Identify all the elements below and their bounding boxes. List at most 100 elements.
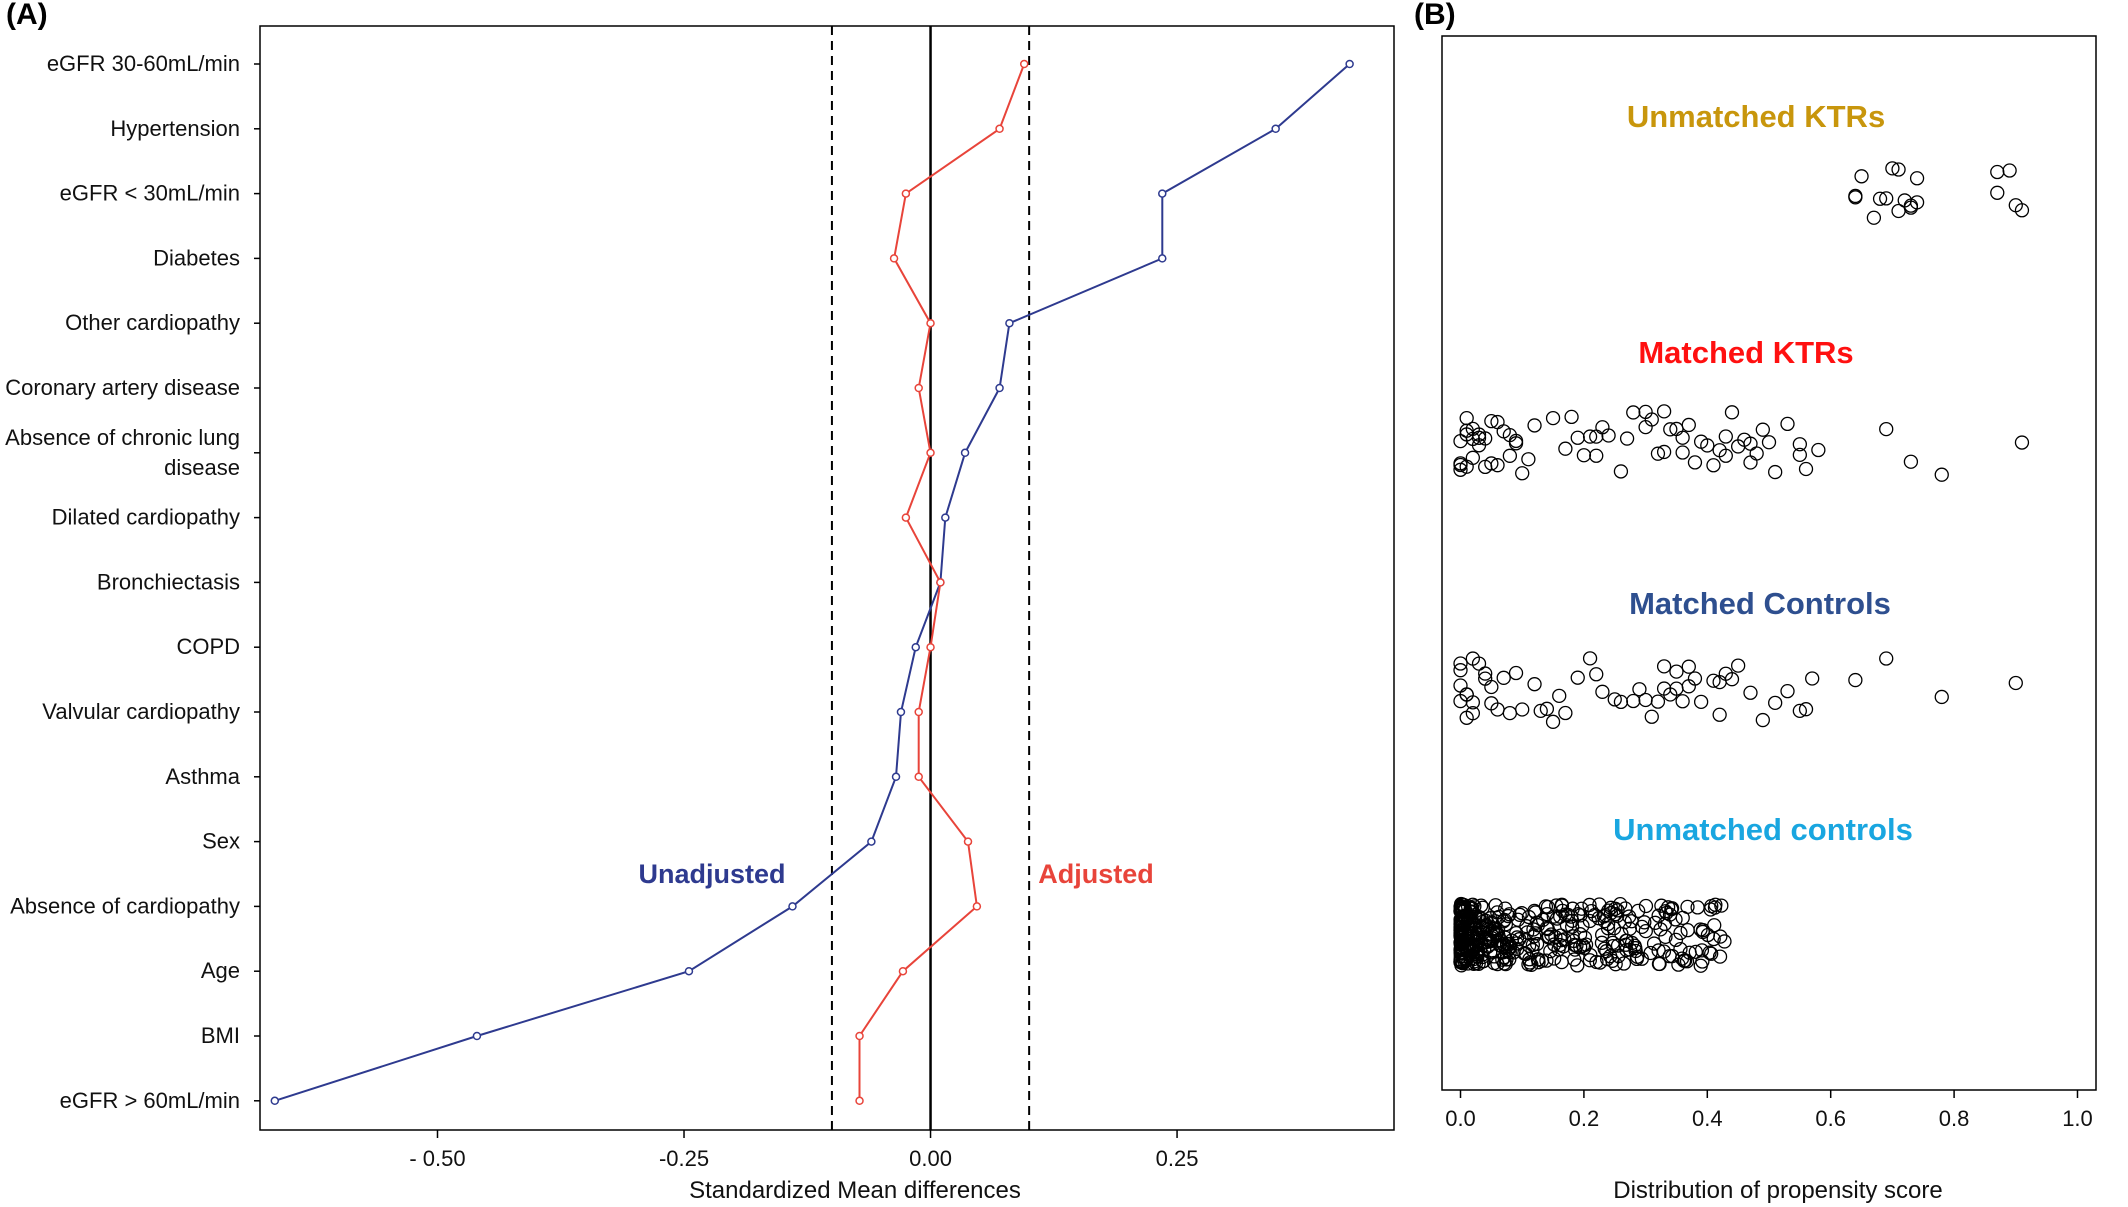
unmatched_controls-point — [1488, 914, 1503, 929]
unadjusted-point — [995, 383, 1004, 393]
matched_controls-point — [1478, 666, 1493, 681]
panel-a: (A) eGFR 30-60mL/min Hypertension eGFR < 3… — [5, 0, 1395, 1204]
row-label: Coronary artery disease — [5, 375, 240, 400]
matched_ktrs-point — [1768, 464, 1783, 480]
unmatched_controls-point — [1471, 909, 1487, 925]
unmatched_controls-point — [1630, 949, 1645, 964]
unmatched_controls-point — [1454, 955, 1470, 970]
matched_ktrs-point — [1459, 423, 1474, 438]
unmatched_controls-point — [1464, 925, 1480, 940]
unmatched_controls-point — [1553, 909, 1568, 924]
matched_controls-point — [1798, 702, 1814, 717]
matched_ktrs-point — [1792, 447, 1807, 463]
matched_controls-point — [1656, 659, 1672, 674]
panel-a-row-ticks — [254, 63, 260, 1102]
unmatched_controls-point — [1638, 898, 1654, 914]
adjusted-point — [855, 1096, 864, 1106]
matched_ktrs-point — [1755, 422, 1770, 437]
matched_ktrs-point — [1798, 461, 1814, 477]
unmatched_controls-point — [1638, 923, 1653, 939]
matched_controls-point — [1632, 682, 1647, 697]
unadjusted-point — [1005, 318, 1014, 328]
unmatched_controls-point — [1627, 938, 1642, 953]
matched_ktrs-point — [1675, 430, 1690, 445]
unmatched_controls-point — [1646, 936, 1662, 951]
matched_controls-point — [1669, 664, 1684, 679]
matched_ktrs-point — [1934, 467, 1949, 482]
unmatched_controls-point — [1673, 925, 1688, 941]
unmatched_controls-point — [1714, 898, 1729, 913]
unmatched_ktrs-point — [1848, 188, 1863, 204]
row-label: Bronchiectasis — [97, 569, 240, 594]
adjusted-series-label: Adjusted — [1038, 859, 1154, 889]
unmatched_controls-point — [1554, 897, 1570, 912]
unmatched_controls-point — [1679, 954, 1695, 969]
unmatched_controls-point — [1453, 919, 1468, 935]
row-label: COPD — [176, 634, 240, 659]
unmatched_controls-point — [1535, 912, 1551, 927]
matched_ktrs-point — [1650, 446, 1666, 461]
unmatched_controls-point — [1693, 922, 1708, 937]
unmatched_controls-point — [1582, 897, 1597, 913]
matched_ktrs-point — [1656, 404, 1672, 419]
matched_controls-point — [1669, 681, 1684, 696]
row-label: Age — [201, 958, 240, 983]
unmatched_controls-point — [1491, 909, 1507, 925]
unmatched_controls-point — [1704, 946, 1719, 961]
unmatched_controls-point — [1506, 945, 1521, 960]
x-tick-label: 1.0 — [2062, 1106, 2093, 1131]
row-label: Absence of chronic lung — [5, 425, 240, 450]
x-tick-label: 0.4 — [1692, 1106, 1723, 1131]
matched_controls-point — [1533, 703, 1548, 719]
panel-a-frame — [259, 25, 1395, 1131]
unmatched_controls-point — [1582, 953, 1597, 968]
unadjusted-point — [684, 966, 694, 976]
matched_controls-point — [1459, 710, 1474, 725]
panel-b-x-ticks: 0.0 0.2 0.4 0.6 0.8 1.0 — [1445, 1090, 2093, 1131]
matched_ktrs-point — [1656, 444, 1672, 460]
matched_controls-point — [1731, 658, 1746, 673]
unmatched_controls-point — [1534, 953, 1550, 968]
matched_controls-point — [1570, 670, 1585, 685]
unmatched_controls-point — [1565, 901, 1580, 916]
unmatched_ktrs-point — [1872, 191, 1888, 206]
panel-a-x-ticks: - 0.50 -0.25 0.00 0.25 — [409, 1130, 1198, 1171]
panel-b-points — [1453, 161, 2030, 973]
unmatched_controls-point — [1664, 902, 1679, 917]
unmatched_controls-point — [1463, 901, 1478, 916]
unmatched_controls-point — [1690, 900, 1705, 915]
unadjusted-point — [941, 513, 950, 522]
matched_controls-point — [1743, 685, 1758, 700]
row-label: Valvular cardiopathy — [42, 699, 240, 724]
unmatched_controls-point — [1668, 932, 1684, 948]
unmatched_controls-point — [1575, 938, 1591, 953]
row-label: Diabetes — [153, 245, 240, 270]
unmatched_controls-point — [1702, 945, 1717, 960]
matched_controls-point — [1644, 709, 1659, 724]
matched_ktrs-point — [1564, 409, 1579, 425]
matched_controls-point — [1675, 694, 1690, 709]
unmatched_controls-point — [1592, 897, 1607, 912]
unmatched_controls-point — [1456, 949, 1471, 964]
matched_controls-point — [1552, 688, 1567, 704]
unmatched_ktrs-point — [1854, 169, 1869, 184]
matched_ktrs-point — [1545, 410, 1561, 426]
adjusted-point — [1019, 59, 1029, 69]
matched_controls-point — [1755, 712, 1770, 728]
matched_ktrs-point — [1589, 448, 1604, 463]
matched_controls-point — [1848, 672, 1863, 688]
unmatched_controls-point — [1529, 915, 1545, 930]
unmatched_controls-point — [1514, 906, 1529, 921]
unmatched_controls-point — [1546, 909, 1561, 924]
matched_ktrs-point — [1484, 413, 1499, 429]
adjusted-point — [926, 448, 935, 458]
unmatched_controls-point — [1540, 921, 1555, 937]
unmatched_controls-point — [1458, 927, 1473, 942]
unadjusted-point — [911, 642, 920, 652]
unmatched_controls-point — [1608, 957, 1623, 972]
matched_controls-point — [1515, 702, 1530, 717]
unmatched_ktrs-point — [1909, 171, 1925, 186]
matched_ktrs-point — [1718, 429, 1733, 444]
unadjusted-series-label: Unadjusted — [638, 859, 785, 889]
